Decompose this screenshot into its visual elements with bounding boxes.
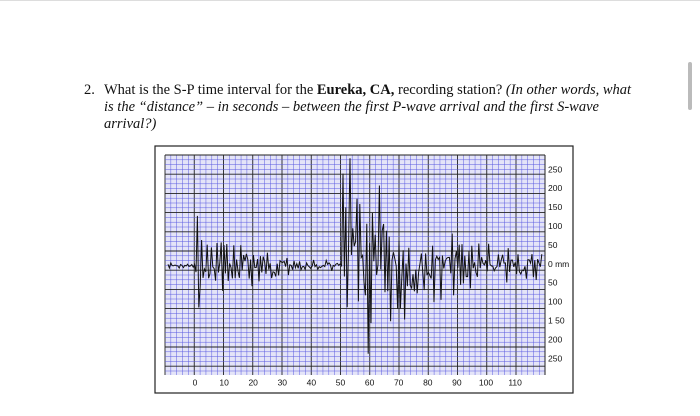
x-label: 0: [193, 377, 198, 387]
y-label: 50: [548, 278, 558, 288]
x-label: 60: [365, 377, 375, 387]
x-label: 110: [508, 377, 522, 387]
y-label: 100: [548, 221, 562, 231]
question-text: What is the S-P time interval for the Eu…: [104, 82, 644, 133]
text: recording station?: [398, 82, 503, 98]
y-label: 50: [548, 240, 558, 250]
question-number: 2.: [84, 82, 95, 98]
x-label: 70: [394, 377, 404, 387]
x-label: 20: [248, 377, 258, 387]
x-label: 40: [307, 377, 317, 387]
waveform: [167, 158, 543, 354]
x-label: 80: [423, 377, 433, 387]
y-label: 150: [548, 202, 562, 212]
y-label: 1 50: [548, 315, 565, 325]
x-label: 30: [278, 377, 288, 387]
y-label: 100: [548, 297, 562, 307]
top-rule: [0, 0, 700, 1]
x-label: 90: [452, 377, 462, 387]
x-label: 50: [336, 377, 346, 387]
x-label: 100: [479, 377, 493, 387]
y-label: 200: [548, 334, 562, 344]
grid-paper: [165, 155, 545, 375]
x-label: 10: [219, 377, 229, 387]
scrollbar[interactable]: [688, 62, 692, 110]
y-label: 200: [548, 183, 562, 193]
y-label: 250: [548, 353, 562, 363]
question: 2. What is the S-P time interval for the…: [84, 82, 644, 133]
station: Eureka, CA,: [316, 82, 395, 98]
y-label: 0 mm: [548, 259, 569, 269]
y-label: 250: [548, 164, 562, 174]
hint: (In other words, what is the “distance” …: [104, 82, 632, 132]
text: What is the S-P time interval for the: [104, 82, 314, 98]
